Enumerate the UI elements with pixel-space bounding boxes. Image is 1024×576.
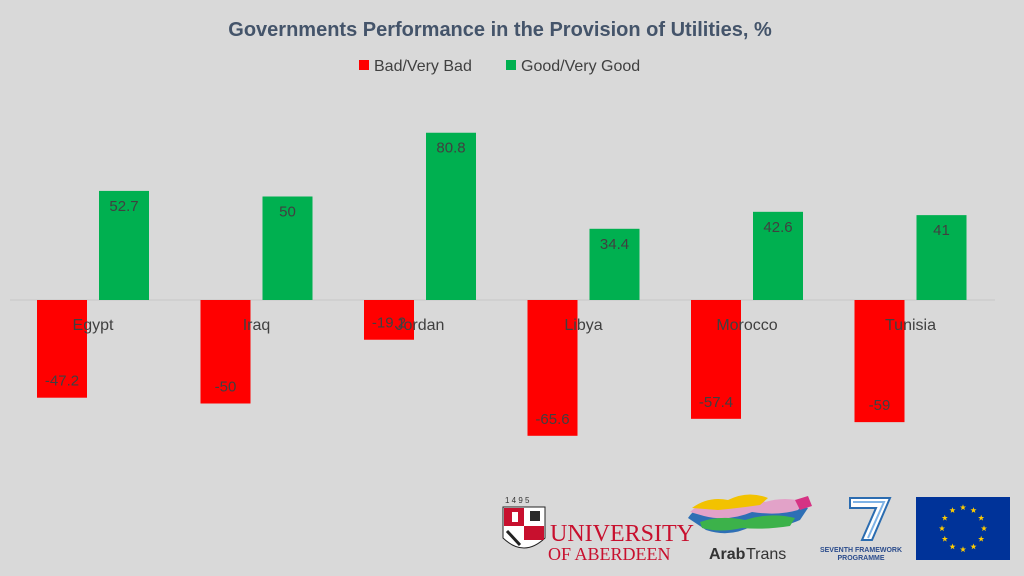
arabtrans-label-b: Trans (746, 546, 786, 563)
bar-bad-tunisia (854, 300, 905, 423)
legend: Bad/Very Bad Good/Very Good (359, 58, 640, 75)
data-label-good-libya: 34.4 (600, 236, 629, 253)
eu-star-icon (959, 504, 967, 511)
bar-bad-iraq (200, 300, 251, 404)
eu-star-icon (970, 507, 977, 513)
bar-bad-libya (527, 300, 578, 436)
eu-flag-icon (916, 497, 1010, 560)
eu-star-icon (949, 507, 956, 513)
data-label-bad-libya: -65.6 (535, 411, 569, 428)
data-label-good-egypt: 52.7 (109, 198, 138, 215)
category-label-iraq: Iraq (243, 317, 271, 334)
eu-star-icon (938, 525, 946, 532)
aberdeen-line2: OF ABERDEEN (548, 544, 671, 564)
bar-good-iraq (262, 196, 313, 300)
bar-good-morocco (753, 211, 803, 300)
labels-group: -47.2 52.7 Egypt -50 50 Iraq -19.2 80.8 Jordan -6… (45, 140, 950, 428)
legend-swatch-bad (359, 60, 369, 70)
bar-good-tunisia (916, 215, 967, 300)
eu-star-icon (978, 535, 985, 542)
eu-star-icon (941, 514, 948, 521)
fp7-logo: SEVENTH FRAMEWORK PROGRAMME (820, 497, 902, 562)
data-label-bad-jordan: -19.2 (372, 315, 406, 332)
eu-star-icon (959, 546, 967, 553)
category-label-tunisia: Tunisia (885, 317, 936, 334)
chart-title: Governments Performance in the Provision… (228, 19, 772, 41)
bar-bad-jordan (364, 300, 414, 340)
bars-group (37, 132, 967, 436)
bar-bad-morocco (691, 300, 741, 419)
legend-label-bad: Bad/Very Bad (374, 58, 472, 75)
fp7-line2: PROGRAMME (837, 555, 884, 562)
data-label-good-morocco: 42.6 (763, 219, 792, 236)
bar-good-egypt (99, 190, 149, 300)
data-label-bad-iraq: -50 (215, 379, 237, 396)
arabtrans-logo: Arab Trans (688, 494, 812, 563)
eu-star-icon (970, 543, 977, 550)
aberdeen-line1: UNIVERSITY (550, 521, 694, 547)
data-label-good-jordan: 80.8 (436, 140, 465, 157)
eu-star-icon (980, 525, 988, 532)
legend-label-good: Good/Very Good (521, 58, 640, 75)
university-of-aberdeen-logo: 1 4 9 5 UNIVERSITY OF ABERDEEN (502, 496, 694, 564)
category-label-libya: Libya (564, 317, 602, 334)
eu-star-icon (978, 514, 985, 521)
category-label-morocco: Morocco (716, 317, 777, 334)
bar-bad-egypt (37, 300, 87, 398)
eu-star-icon (949, 543, 956, 550)
data-label-bad-morocco: -57.4 (699, 394, 733, 411)
bar-good-jordan (426, 132, 476, 300)
fp7-line1: SEVENTH FRAMEWORK (820, 547, 902, 554)
data-label-good-tunisia: 41 (933, 222, 950, 239)
category-label-egypt: Egypt (73, 317, 114, 334)
eu-star-icon (941, 535, 948, 542)
data-label-bad-egypt: -47.2 (45, 373, 79, 390)
data-label-good-iraq: 50 (279, 204, 296, 221)
category-label-jordan: Jordan (396, 317, 445, 334)
bar-good-libya (589, 228, 640, 300)
legend-swatch-good (506, 60, 516, 70)
arabtrans-label-a: Arab (709, 546, 746, 563)
aberdeen-year: 1 4 9 5 (505, 496, 530, 505)
data-label-bad-tunisia: -59 (869, 397, 891, 414)
